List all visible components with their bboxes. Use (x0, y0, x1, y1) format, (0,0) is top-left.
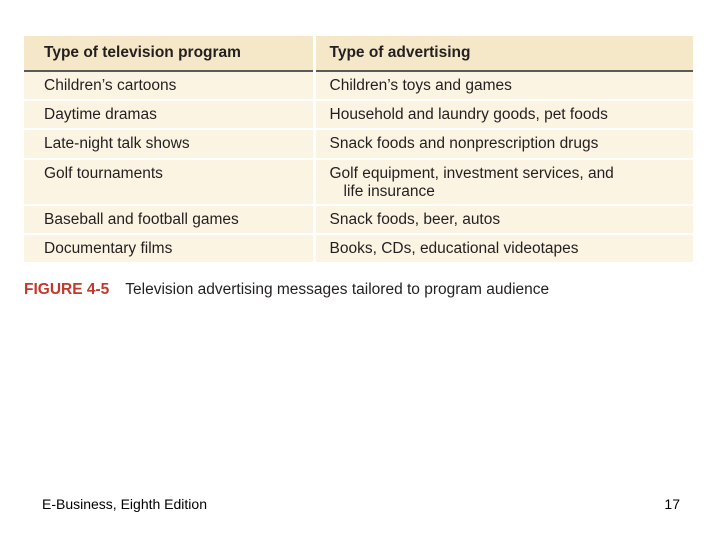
figure-label: FIGURE 4-5 (24, 281, 110, 298)
advertising-text: Golf equipment, investment services, and (329, 164, 614, 182)
advertising-cell: Books, CDs, educational videotapes (314, 233, 693, 265)
program-cell: Children’s cartoons (24, 71, 316, 102)
table-header-row: Type of television program Type of adver… (24, 36, 693, 72)
program-text: Daytime dramas (44, 106, 157, 124)
table-row: Daytime dramas Household and laundry goo… (24, 100, 693, 131)
column-header-advertising: Type of advertising (314, 36, 693, 72)
footer-book-title: E-Business, Eighth Edition (42, 496, 207, 512)
table-row: Children’s cartoons Children’s toys and … (24, 71, 693, 102)
table-row: Late-night talk shows Snack foods and no… (24, 129, 693, 160)
advertising-cell: Household and laundry goods, pet foods (314, 100, 693, 131)
advertising-text: Snack foods, beer, autos (329, 210, 501, 228)
program-cell: Documentary films (24, 233, 316, 265)
program-cell: Golf tournaments (24, 158, 316, 206)
program-text: Children’s cartoons (44, 77, 177, 94)
program-text: Golf tournaments (44, 164, 163, 182)
table-row: Documentary films Books, CDs, educationa… (24, 233, 693, 265)
caption-text: Television advertising messages tailored… (125, 281, 550, 298)
advertising-cell: Children’s toys and games (314, 71, 693, 102)
advertising-text-continued: life insurance (343, 182, 435, 200)
program-text: Late-night talk shows (44, 135, 190, 153)
advertising-text: Household and laundry goods, pet foods (329, 106, 608, 124)
program-cell: Daytime dramas (24, 100, 316, 131)
table-row: Baseball and football games Snack foods,… (24, 204, 693, 235)
figure-caption: FIGURE 4-5 Television advertising message… (24, 281, 549, 299)
advertising-text: Children’s toys and games (329, 77, 512, 94)
table-row: Golf tournaments Golf equipment, investm… (24, 158, 693, 206)
advertising-text: Snack foods and nonprescription drugs (329, 135, 599, 153)
advertising-table: Type of television program Type of adver… (24, 36, 693, 265)
page-number: 17 (664, 496, 680, 512)
advertising-text: Books, CDs, educational videotapes (329, 239, 579, 257)
program-text: Documentary films (44, 239, 173, 257)
program-text: Baseball and football games (44, 210, 239, 228)
advertising-cell: Snack foods and nonprescription drugs (314, 129, 693, 160)
advertising-cell: Golf equipment, investment services, and… (314, 158, 693, 206)
program-cell: Late-night talk shows (24, 129, 316, 160)
program-cell: Baseball and football games (24, 204, 316, 235)
advertising-cell: Snack foods, beer, autos (314, 204, 693, 235)
column-header-program: Type of television program (24, 36, 316, 72)
